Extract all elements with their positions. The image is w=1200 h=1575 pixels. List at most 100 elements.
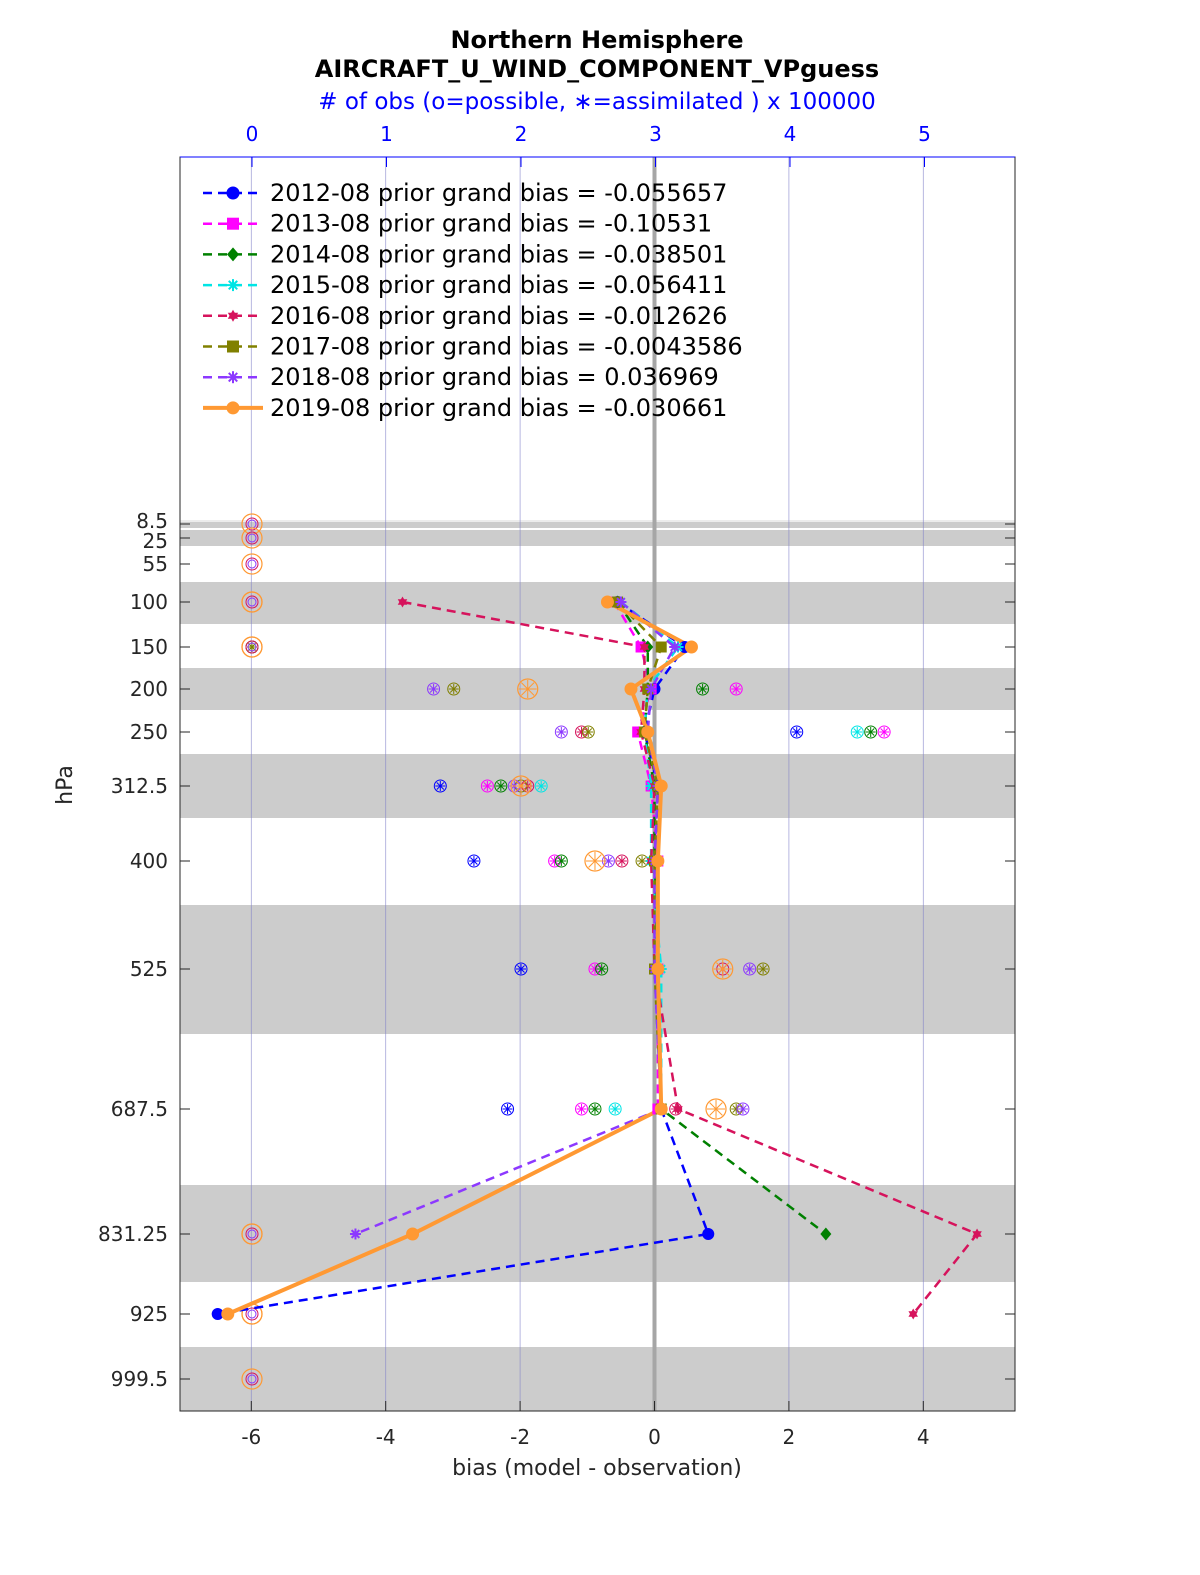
- asterisk-stroke: [853, 728, 862, 736]
- y-tick-label: 999.5: [111, 1367, 168, 1391]
- legend-entry: 2019-08 prior grand bias = -0.030661: [270, 394, 727, 422]
- obs-possible-marker: [245, 1307, 259, 1321]
- obs-assimilated-marker: [518, 680, 537, 698]
- bias-point: [654, 779, 668, 793]
- obs-possible-marker: [245, 595, 259, 609]
- legend-entry: 2014-08 prior grand bias = -0.038501: [270, 240, 727, 268]
- top-tick-label: 1: [380, 122, 393, 146]
- obs-possible-marker: [588, 1102, 602, 1116]
- bias-point: [226, 186, 240, 200]
- obs-possible-marker: [245, 557, 259, 571]
- series-line: [620, 601, 680, 1109]
- obs-possible-marker: [790, 725, 804, 739]
- series-line: [217, 600, 710, 1316]
- bias-point: [226, 401, 240, 415]
- obs-possible-marker: [247, 1374, 257, 1384]
- asterisk-stroke: [521, 682, 535, 696]
- asterisk-stroke: [429, 685, 438, 693]
- hexagram-part: [972, 1231, 982, 1240]
- obs-assimilated-marker: [435, 781, 446, 791]
- chart-title: Northern Hemisphere: [450, 26, 743, 54]
- obs-assimilated-marker: [502, 1104, 513, 1114]
- asterisk-stroke: [228, 372, 238, 383]
- obs-possible-marker: [241, 591, 263, 613]
- obs-possible-marker: [241, 636, 263, 658]
- legend-entry: 2017-08 prior grand bias = -0.0043586: [270, 333, 743, 361]
- hexagram-part: [639, 644, 650, 653]
- obs-assimilated-marker: [516, 964, 526, 974]
- bias-point: [227, 217, 239, 230]
- asterisk-stroke: [698, 685, 707, 693]
- obs-possible-marker: [584, 850, 606, 872]
- bias-point: [645, 683, 657, 695]
- obs-assimilated-marker: [603, 856, 614, 866]
- obs-possible-marker: [245, 1372, 259, 1386]
- obs-count-markers: [241, 513, 891, 1390]
- obs-possible-marker: [247, 1229, 257, 1239]
- obs-possible-marker: [247, 597, 257, 607]
- obs-possible-marker: [241, 1223, 263, 1245]
- bias-point: [615, 596, 627, 608]
- obs-assimilated-marker: [468, 856, 479, 866]
- x-axis-label: bias (model - observation): [452, 1456, 742, 1481]
- obs-assimilated-marker: [791, 727, 802, 737]
- obs-assimilated-marker: [247, 642, 257, 652]
- asterisk-stroke: [483, 782, 492, 790]
- asterisk-stroke: [638, 857, 646, 865]
- asterisk-stroke: [514, 779, 528, 793]
- shaded-band: [180, 668, 1015, 710]
- obs-possible-marker: [554, 725, 568, 739]
- bias-point: [227, 371, 239, 384]
- asterisk-stroke: [248, 643, 256, 651]
- top-tick-labels: 0 1 2 3 4 5: [246, 122, 931, 167]
- shaded-band: [180, 1347, 1015, 1411]
- obs-assimilated-marker: [737, 1104, 748, 1114]
- chart-subtitle: AIRCRAFT_U_WIND_COMPONENT_VPguess: [315, 55, 879, 83]
- bias-point: [639, 641, 650, 653]
- hexagram-part: [227, 312, 239, 322]
- asterisk-stroke: [537, 782, 546, 790]
- y-tick-label: 100: [130, 590, 168, 614]
- obs-assimilated-marker: [713, 960, 732, 978]
- asterisk-stroke: [617, 857, 626, 865]
- asterisk-stroke: [228, 280, 238, 291]
- x-tick-label: 0: [648, 1425, 661, 1449]
- obs-assimilated-marker: [448, 684, 459, 694]
- legend-entry: 2016-08 prior grand bias = -0.012626: [270, 302, 727, 330]
- obs-possible-marker: [241, 527, 263, 549]
- asterisk-stroke: [591, 1105, 599, 1113]
- series-line: [226, 600, 696, 1316]
- series-line: [402, 600, 980, 1315]
- bias-point: [651, 962, 665, 976]
- obs-assimilated-marker: [596, 964, 607, 974]
- shaded-band: [180, 582, 1015, 624]
- obs-possible-marker: [510, 775, 532, 797]
- obs-possible-marker: [581, 725, 595, 739]
- obs-assimilated-marker: [731, 684, 742, 694]
- bias-point: [641, 725, 655, 739]
- asterisk-stroke: [436, 782, 445, 790]
- hexagram-part: [908, 1311, 918, 1320]
- obs-assimilated-marker: [697, 684, 708, 694]
- y-tick-label: 55: [143, 552, 168, 576]
- obs-possible-marker: [864, 725, 878, 739]
- shaded-band: [180, 530, 1015, 546]
- asterisk-stroke: [739, 1105, 747, 1113]
- bias-point: [397, 596, 408, 608]
- obs-assimilated-marker: [865, 727, 876, 737]
- obs-possible-marker: [467, 854, 481, 868]
- obs-assimilated-marker: [744, 964, 755, 974]
- bias-point: [227, 279, 239, 292]
- top-axis-label: # of obs (o=possible, ∗=assimilated ) x …: [318, 89, 876, 115]
- y-tick-label: 925: [130, 1302, 168, 1326]
- asterisk-stroke: [880, 728, 889, 736]
- bias-point: [684, 640, 698, 654]
- x-tick-labels: -6 -4 -2 0 2 4: [241, 1401, 930, 1449]
- y-tick-label: 8.5: [136, 509, 168, 533]
- obs-possible-marker: [554, 854, 568, 868]
- shaded-band: [180, 1185, 1015, 1282]
- obs-possible-marker: [480, 779, 494, 793]
- bias-point: [908, 1308, 918, 1320]
- obs-assimilated-marker: [556, 856, 567, 866]
- asterisk-stroke: [584, 728, 593, 736]
